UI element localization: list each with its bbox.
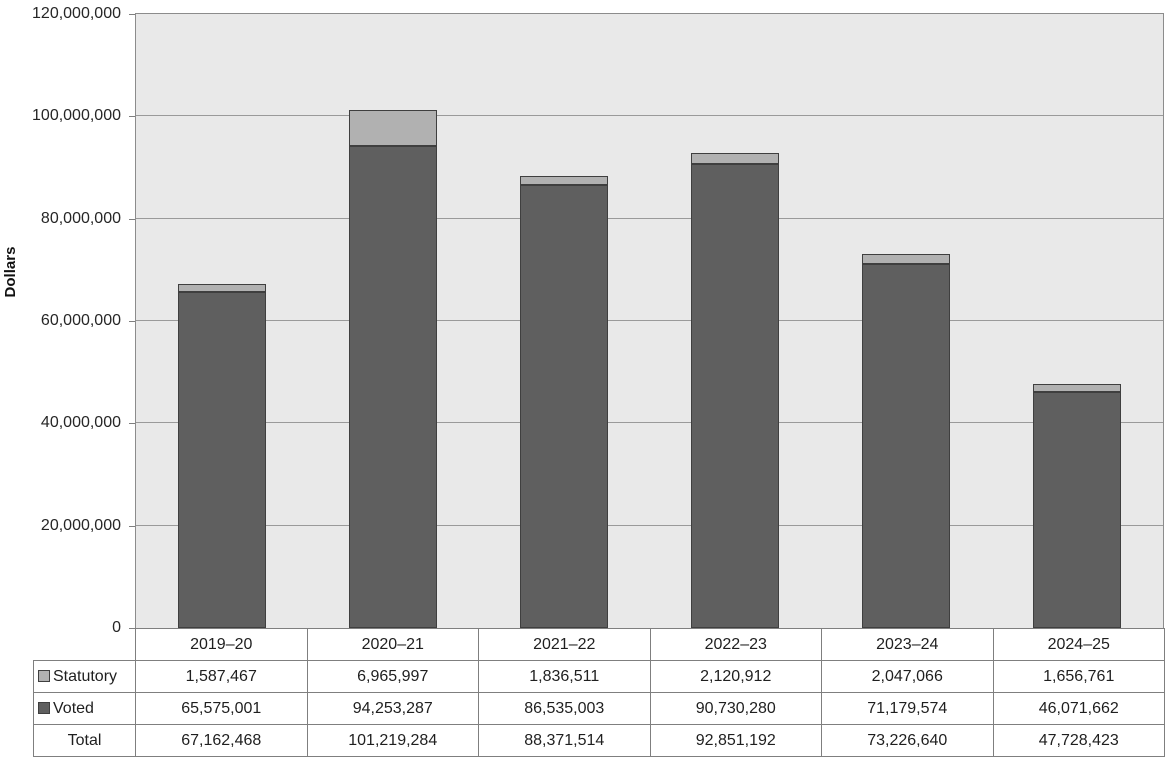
bar-segment-statutory — [178, 284, 266, 292]
total-value-cell: 88,371,514 — [478, 724, 651, 757]
bar-segment-voted — [349, 146, 437, 628]
category-label: 2023–24 — [821, 628, 994, 661]
bar-stack-2022–23 — [691, 153, 779, 628]
bar-segment-voted — [1033, 392, 1121, 628]
legend-cell-voted: Voted — [33, 692, 136, 725]
total-value-cell: 67,162,468 — [135, 724, 308, 757]
value-cell: 46,071,662 — [992, 692, 1165, 725]
legend-swatch-voted — [38, 701, 50, 714]
y-tick-label: 100,000,000 — [32, 107, 121, 124]
y-tick-label: 80,000,000 — [40, 210, 121, 227]
legend-label: Statutory — [53, 667, 118, 685]
total-value-cell: 73,226,640 — [821, 724, 994, 757]
category-label: 2019–20 — [135, 628, 308, 661]
y-tick-mark — [129, 321, 135, 322]
bar-segment-statutory — [1033, 384, 1121, 392]
y-tick-mark — [129, 219, 135, 220]
value-cell: 6,965,997 — [306, 660, 479, 693]
value-cell: 65,575,001 — [135, 692, 308, 725]
category-label: 2020–21 — [306, 628, 479, 661]
bar-segment-voted — [520, 185, 608, 628]
gridline — [136, 422, 1163, 423]
category-label: 2022–23 — [649, 628, 822, 661]
bar-segment-statutory — [349, 110, 437, 146]
y-tick-mark — [129, 423, 135, 424]
value-cell: 1,836,511 — [478, 660, 651, 693]
total-label-cell: Total — [33, 724, 136, 757]
table-row: Voted 65,575,001 94,253,287 86,535,003 90,73… — [33, 692, 1165, 725]
y-tick-label: 20,000,000 — [40, 517, 121, 534]
value-cell: 71,179,574 — [821, 692, 994, 725]
value-cell: 94,253,287 — [306, 692, 479, 725]
plot-area — [135, 13, 1164, 629]
gridline — [136, 115, 1163, 116]
gridline — [136, 525, 1163, 526]
table-row: Statutory 1,587,467 6,965,997 1,836,511 2,12… — [33, 660, 1165, 693]
bar-segment-statutory — [691, 153, 779, 164]
y-tick-label: 40,000,000 — [40, 414, 121, 431]
y-tick-mark — [129, 628, 135, 629]
gridline — [136, 218, 1163, 219]
bar-segment-voted — [691, 164, 779, 628]
bar-segment-statutory — [862, 254, 950, 264]
y-tick-mark — [129, 526, 135, 527]
value-cell: 1,587,467 — [135, 660, 308, 693]
legend-label: Voted — [53, 699, 94, 717]
bar-stack-2024–25 — [1033, 384, 1121, 628]
data-table: 2019–20 2020–21 2021–22 2022–23 2023–24 2024–… — [33, 628, 1165, 757]
legend-swatch-statutory — [38, 669, 50, 682]
bar-stack-2020–21 — [349, 110, 437, 628]
table-row: 2019–20 2020–21 2021–22 2022–23 2023–24 2024–… — [34, 628, 1165, 661]
table-row: Total 67,162,468 101,219,284 88,371,514 92,8… — [33, 724, 1165, 757]
table-corner-spacer — [34, 629, 136, 661]
category-label: 2024–25 — [992, 628, 1165, 661]
y-tick-label: 0 — [112, 619, 121, 636]
total-value-cell: 47,728,423 — [992, 724, 1165, 757]
value-cell: 2,120,912 — [649, 660, 822, 693]
bar-stack-2021–22 — [520, 176, 608, 628]
y-tick-mark — [129, 116, 135, 117]
value-cell: 2,047,066 — [821, 660, 994, 693]
value-cell: 86,535,003 — [478, 692, 651, 725]
bar-stack-2023–24 — [862, 254, 950, 628]
bar-segment-voted — [862, 264, 950, 628]
y-tick-label: 60,000,000 — [40, 312, 121, 329]
total-value-cell: 92,851,192 — [649, 724, 822, 757]
legend-cell-statutory: Statutory — [33, 660, 136, 693]
category-label: 2021–22 — [478, 628, 651, 661]
value-cell: 90,730,280 — [649, 692, 822, 725]
gridline — [136, 320, 1163, 321]
bar-segment-voted — [178, 292, 266, 628]
bar-segment-statutory — [520, 176, 608, 185]
y-axis-title: Dollars — [2, 246, 19, 298]
bar-stack-2019–20 — [178, 284, 266, 628]
y-tick-mark — [129, 14, 135, 15]
value-cell: 1,656,761 — [992, 660, 1165, 693]
total-value-cell: 101,219,284 — [306, 724, 479, 757]
y-tick-label: 120,000,000 — [32, 5, 121, 22]
